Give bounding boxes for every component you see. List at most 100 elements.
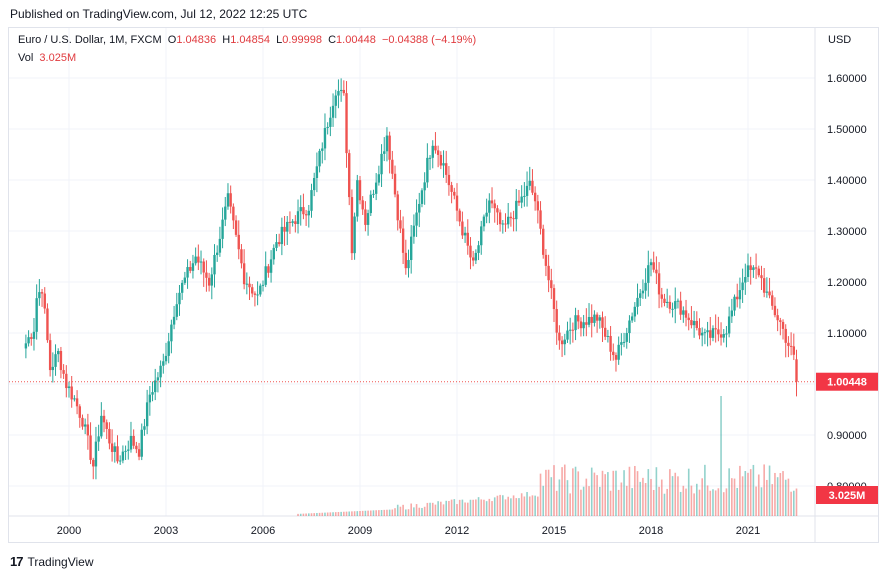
volume-bar [696, 483, 698, 516]
volume-bar [585, 478, 588, 516]
candle-body [488, 200, 491, 213]
candle-body [744, 277, 747, 283]
volume-bar [601, 470, 604, 516]
candle-body [312, 177, 316, 191]
volume-bar [475, 499, 477, 516]
candle-body [374, 182, 378, 194]
candle-body [501, 223, 505, 225]
chart-legend: Euro / U.S. Dollar, 1M, FXCM O1.04836 H1… [18, 34, 476, 46]
volume-bar [623, 470, 625, 516]
volume-bar [351, 511, 353, 516]
candle-body [186, 267, 189, 278]
volume-bar [316, 513, 318, 516]
x-tick-label: 2006 [251, 525, 275, 537]
candle-body [568, 329, 572, 331]
candle-body [189, 267, 192, 271]
candle-body [251, 287, 254, 294]
volume-bar [378, 510, 380, 516]
candle-body [727, 316, 731, 334]
volume-bar [504, 499, 507, 516]
volume-bar [502, 495, 504, 516]
volume-bar [612, 470, 615, 516]
volume-bar [569, 493, 571, 516]
volume-bar [596, 475, 598, 516]
volume-bar [343, 511, 345, 516]
volume-bar [768, 465, 771, 516]
candle-body [620, 342, 623, 345]
candle-body [393, 173, 397, 195]
candle-body [652, 262, 655, 270]
volume-bar [405, 509, 407, 516]
candle-body [242, 263, 246, 285]
volume-bar [367, 510, 369, 516]
candle-body [606, 335, 610, 337]
volume-bar [326, 512, 329, 516]
volume-label[interactable]: Vol [18, 52, 34, 64]
volume-bar [771, 484, 774, 516]
candle-body [762, 278, 766, 293]
candle-body [587, 316, 591, 325]
candle-body [579, 321, 583, 329]
candle-body [27, 337, 30, 344]
candle-body [463, 232, 467, 236]
ohlc-high: H1.04854 [222, 34, 270, 46]
candle-body [493, 203, 496, 209]
volume-bar [590, 467, 593, 516]
candle-body [593, 314, 596, 323]
volume-bar [744, 471, 747, 516]
volume-bar [701, 478, 703, 516]
candle-body [436, 150, 440, 155]
volume-bar [361, 510, 364, 516]
volume-bar [787, 478, 790, 516]
volume-bar [553, 465, 555, 516]
volume-bar [728, 468, 730, 516]
candle-body [73, 398, 76, 400]
candle-body [132, 435, 135, 446]
volume-bar [644, 483, 647, 516]
candle-body [768, 291, 771, 296]
volume-bar [617, 489, 620, 516]
volume-bar [396, 504, 399, 516]
candle-body [574, 315, 577, 331]
volume-bar [582, 486, 585, 516]
candle-body [566, 330, 569, 340]
candle-body [291, 221, 294, 223]
candle-body [65, 373, 68, 389]
candle-body [695, 320, 699, 329]
footer-brand[interactable]: TradingView [27, 554, 94, 569]
volume-bar [380, 510, 383, 516]
candle-body [164, 355, 168, 362]
candle-body [154, 380, 157, 393]
candle-body [48, 340, 52, 371]
candle-body [428, 157, 432, 159]
candle-body [404, 252, 408, 269]
candle-body [97, 436, 100, 442]
candle-body [582, 322, 585, 329]
candle-body [525, 185, 529, 196]
candle-body [361, 200, 364, 210]
candle-body [310, 190, 313, 211]
candle-body [380, 153, 383, 175]
candle-body [515, 200, 518, 220]
candle-body [32, 331, 36, 339]
price-chart[interactable]: 0.800000.900001.000001.100001.200001.300… [9, 28, 879, 543]
symbol-title[interactable]: Euro / U.S. Dollar, 1M, FXCM [18, 34, 162, 46]
candle-body [787, 342, 790, 346]
volume-bar [682, 485, 685, 516]
candle-body [512, 218, 515, 220]
volume-bar [574, 466, 577, 516]
candle-body [315, 166, 319, 178]
candle-body [542, 228, 545, 255]
volume-bar [510, 498, 512, 516]
candle-body [277, 242, 281, 245]
volume-bar [442, 504, 445, 516]
candle-body [350, 197, 354, 254]
volume-bar [423, 506, 426, 516]
candle-body [418, 203, 421, 213]
candle-body [70, 386, 73, 400]
candle-body [706, 330, 709, 333]
candle-body [127, 449, 130, 451]
candle-body [711, 328, 715, 338]
candle-body [229, 193, 232, 207]
change-value: −0.04388 (−4.19%) [381, 34, 477, 46]
